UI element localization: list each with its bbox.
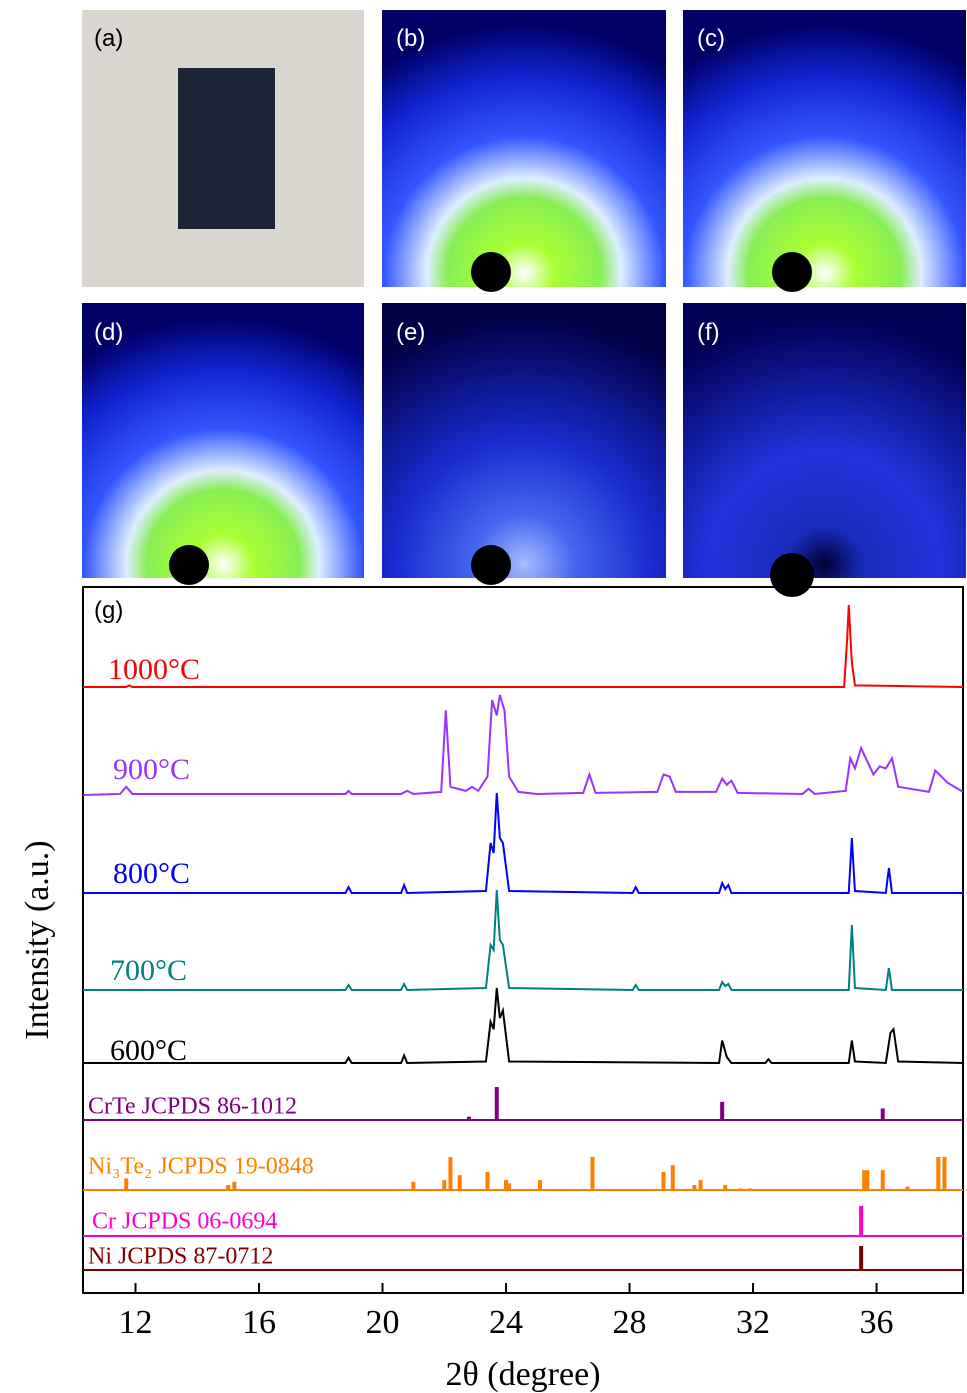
panel-label: (f) <box>697 319 720 346</box>
diffraction-panel: (b) <box>382 10 666 292</box>
pattern-line <box>83 889 963 992</box>
panel-label: (c) <box>697 25 725 52</box>
diffraction-panel: (f) <box>683 303 966 597</box>
xrd-chart: (g) 2θ (degree) Intensity (a.u.) 12 16 20 2… <box>19 586 964 1393</box>
x-tick-label: 16 <box>242 1304 276 1341</box>
x-tick-label: 12 <box>118 1304 152 1341</box>
panel-label: (d) <box>94 319 123 346</box>
diffraction-panel: (d) <box>82 303 364 585</box>
panel-label: (g) <box>94 597 123 624</box>
plot-frame <box>82 586 964 1294</box>
series-label: 600°C <box>110 1034 187 1067</box>
x-tick-label: 20 <box>366 1304 400 1341</box>
pattern-line <box>83 604 964 688</box>
panel-label: (a) <box>94 25 123 52</box>
x-tick-label: 24 <box>489 1304 523 1341</box>
pattern-line <box>83 792 963 895</box>
series-label: CrTe JCPDS 86-1012 <box>88 1094 297 1120</box>
x-axis-label: 2θ (degree) <box>445 1356 600 1393</box>
series-label: Ni JCPDS 87-0712 <box>88 1244 273 1270</box>
series-label: 1000°C <box>108 653 200 686</box>
diffraction-panel: (c) <box>683 10 966 292</box>
series-label: Ni₃Te₂ JCPDS 19-0848 <box>88 1154 314 1180</box>
series-label: Cr JCPDS 06-0694 <box>92 1209 277 1235</box>
pattern-line <box>83 987 964 1065</box>
pattern-line <box>82 694 964 796</box>
y-axis-label: Intensity (a.u.) <box>19 840 56 1039</box>
series-label: 700°C <box>110 954 187 987</box>
panel-label: (e) <box>396 319 425 346</box>
x-tick-label: 28 <box>613 1304 647 1341</box>
panel-label: (b) <box>396 25 425 52</box>
photo-panel: (a) <box>82 10 364 287</box>
diffraction-panel: (e) <box>382 303 666 585</box>
x-tick-label: 36 <box>860 1304 894 1341</box>
x-tick-label: 32 <box>736 1304 770 1341</box>
series-label: 900°C <box>113 753 190 786</box>
series-label: 800°C <box>113 857 190 890</box>
